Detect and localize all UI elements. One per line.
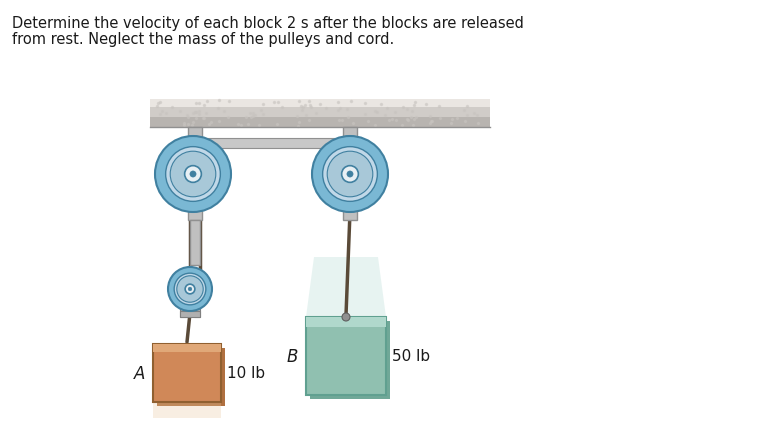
Bar [188,139,357,148]
Bar [150,100,490,108]
Bar [150,108,490,118]
Bar [190,220,200,265]
Circle shape [174,274,206,305]
Bar [306,317,386,327]
Circle shape [312,137,388,212]
Bar [153,344,221,352]
Text: A: A [133,364,145,382]
Bar [306,317,386,395]
Bar [180,290,186,317]
Bar [153,402,221,418]
Circle shape [185,166,201,183]
Text: B: B [286,347,298,365]
Text: from rest. Neglect the mass of the pulleys and cord.: from rest. Neglect the mass of the pulle… [12,32,394,47]
Circle shape [165,147,221,202]
Bar [310,321,390,399]
Circle shape [185,285,195,294]
Bar [150,118,490,128]
Circle shape [347,172,353,178]
Circle shape [155,137,231,212]
Text: Determine the velocity of each block 2 s after the blocks are released: Determine the velocity of each block 2 s… [12,16,524,31]
Bar [153,344,221,402]
Bar [343,128,357,220]
Polygon shape [306,258,386,317]
Text: 10 lb: 10 lb [227,366,265,381]
Bar [194,290,200,317]
Bar [188,128,202,220]
Circle shape [327,152,373,198]
Circle shape [342,313,350,321]
Bar [157,348,225,406]
Circle shape [190,172,196,178]
Circle shape [168,267,212,311]
Circle shape [188,288,192,291]
Circle shape [342,166,358,183]
Circle shape [323,147,378,202]
Bar [180,311,200,317]
Text: 50 lb: 50 lb [392,349,430,364]
Circle shape [170,152,216,198]
Circle shape [177,276,204,303]
